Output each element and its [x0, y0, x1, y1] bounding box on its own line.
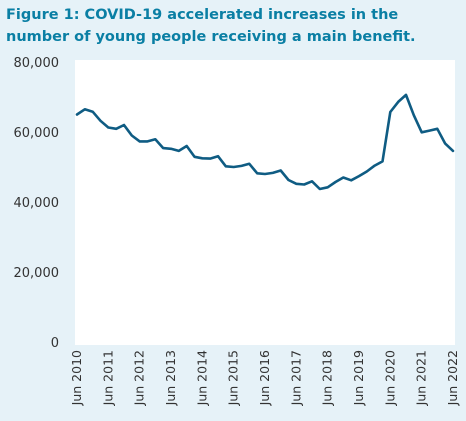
- x-tick-label: Jun 2013: [163, 350, 178, 406]
- y-tick-label: 40,000: [14, 196, 60, 211]
- chart-title: Figure 1: COVID-19 accelerated increases…: [6, 7, 416, 45]
- x-tick-label: Jun 2014: [194, 350, 209, 406]
- x-tick-label: Jun 2019: [351, 350, 366, 406]
- y-tick-label: 60,000: [14, 126, 60, 141]
- series-line: [75, 93, 455, 191]
- x-tick-label: Jun 2012: [132, 350, 147, 406]
- y-tick-label: 0: [51, 336, 59, 351]
- x-tick-label: Jun 2022: [445, 350, 460, 406]
- plot-area: [75, 60, 455, 345]
- x-tick-label: Jun 2018: [320, 350, 335, 406]
- x-tick-label: Jun 2016: [257, 350, 272, 406]
- x-tick-label: Jun 2017: [288, 350, 303, 406]
- y-axis-ticks: 0 20,000 40,000 60,000 80,000: [14, 56, 60, 351]
- x-axis-ticks: Jun 2010 Jun 2011 Jun 2012 Jun 2013 Jun 2014…: [69, 350, 460, 406]
- x-tick-label: Jun 2011: [100, 350, 115, 406]
- x-tick-label: Jun 2010: [69, 350, 84, 406]
- x-tick-label: Jun 2020: [382, 350, 397, 406]
- y-tick-label: 20,000: [14, 266, 60, 281]
- x-tick-label: Jun 2015: [226, 350, 241, 406]
- x-tick-label: Jun 2021: [414, 350, 429, 406]
- y-tick-label: 80,000: [14, 56, 60, 71]
